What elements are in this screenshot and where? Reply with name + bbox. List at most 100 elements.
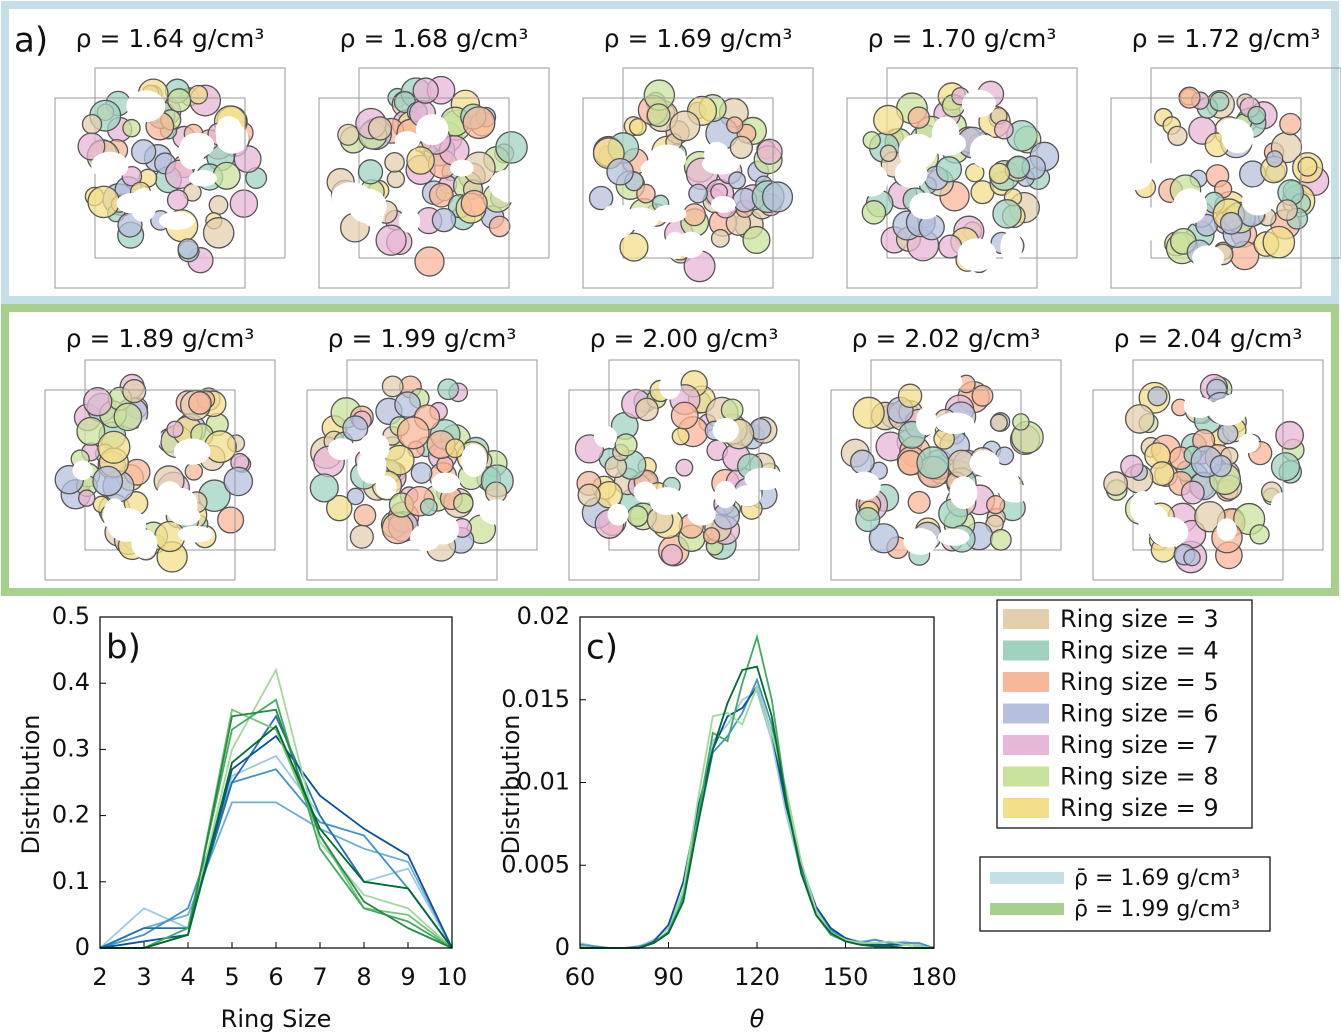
structure-label: ρ = 1.99 g/cm³ (328, 324, 517, 353)
ring-patch (728, 171, 747, 190)
ring-patch (992, 199, 1022, 229)
ring-patch (988, 162, 1011, 185)
ring-patch (97, 430, 131, 464)
pore (328, 438, 355, 460)
pore (949, 476, 978, 510)
data-line (99, 734, 453, 949)
structure-label: ρ = 2.04 g/cm³ (1114, 324, 1303, 353)
ring-patch (1219, 211, 1243, 235)
ring-patch (1103, 471, 1128, 496)
pore (687, 503, 716, 526)
ring-patch (669, 110, 701, 142)
ring-patch (208, 195, 229, 215)
cube-edge (830, 389, 1022, 581)
ring-patch (1262, 225, 1296, 259)
x-tick-label: 120 (734, 963, 780, 991)
ring-patch (202, 217, 235, 249)
ring-patch (660, 543, 684, 566)
ring-patch (1183, 548, 1201, 567)
ring-patch (989, 413, 1008, 432)
ring-patch (726, 116, 744, 134)
x-axis-label: θ (750, 1005, 765, 1033)
pore (649, 487, 685, 516)
structure-label: ρ = 2.02 g/cm³ (852, 324, 1041, 353)
ring-patch (394, 391, 421, 418)
ring-patch (626, 505, 649, 528)
x-tick-label: 5 (224, 963, 239, 991)
ring-patch (166, 420, 184, 438)
x-tick-label: 10 (437, 963, 468, 991)
ring-patch (375, 224, 407, 256)
ring-patch (675, 458, 694, 477)
ring-patch (1124, 404, 1155, 434)
pore (969, 450, 1000, 477)
legend-swatch (1003, 640, 1049, 661)
row-frame (1, 304, 1339, 596)
pore (116, 192, 149, 214)
pore (1184, 397, 1215, 418)
x-tick-label: 4 (180, 963, 195, 991)
ring-patch (588, 185, 614, 211)
pore (173, 438, 211, 465)
legend-swatch (1003, 735, 1049, 755)
cube-edge (1110, 97, 1302, 289)
pore (711, 195, 736, 213)
structure-render (306, 359, 538, 581)
ring-patch (462, 106, 496, 140)
pore (848, 471, 881, 501)
ring-patch (989, 528, 1012, 551)
ring-patch (203, 430, 237, 464)
ring-patch (229, 189, 259, 218)
data-line (579, 677, 935, 949)
ring-patch (636, 183, 656, 204)
pore (1241, 186, 1275, 216)
cube-edge (318, 97, 510, 289)
pore (1172, 188, 1208, 225)
y-tick-label: 0.2 (52, 801, 90, 829)
panel-label: b) (106, 628, 141, 668)
legend-label: Ring size = 6 (1060, 700, 1219, 728)
ring-patch (495, 131, 528, 164)
ring-patch (897, 383, 923, 409)
ring-patch (357, 159, 384, 185)
ring-patch (852, 396, 885, 429)
ring-patch (384, 152, 405, 173)
legend-label: ρ̄ = 1.99 g/cm³ (1074, 897, 1240, 922)
ring-patch (702, 527, 721, 545)
ring-patch (935, 156, 963, 183)
pore (703, 141, 730, 168)
legend-label: Ring size = 4 (1060, 637, 1219, 665)
ring-patch (353, 503, 377, 527)
pore (931, 116, 960, 149)
ring-patch (1180, 480, 1205, 505)
ring-patch (761, 181, 794, 213)
ring-patch (907, 106, 930, 129)
ring-patch (217, 506, 245, 534)
data-line (579, 683, 935, 949)
ring-patch (720, 398, 744, 422)
ring-patch (428, 182, 454, 208)
y-tick-label: 0.4 (52, 668, 90, 696)
structure-render (1092, 359, 1324, 581)
legend-label: Ring size = 3 (1060, 605, 1219, 633)
y-tick-label: 0.1 (52, 867, 90, 895)
ring-patch (606, 157, 634, 186)
pore (91, 151, 129, 179)
ring-patch (431, 207, 457, 233)
pore (607, 503, 629, 526)
structure-label: ρ = 2.00 g/cm³ (590, 324, 779, 353)
ring-patch (130, 139, 157, 165)
ring-patch (1167, 125, 1188, 147)
plot-frame (99, 616, 453, 949)
ring-patch (1120, 454, 1144, 479)
pore (170, 506, 201, 526)
pore (957, 238, 997, 272)
data-line (99, 754, 453, 949)
x-tick-label: 9 (400, 963, 415, 991)
ring-patch (83, 387, 113, 417)
structure-label: ρ = 1.89 g/cm³ (66, 324, 255, 353)
ring-patch (993, 119, 1014, 140)
y-tick-label: 0.005 (501, 850, 570, 878)
legend-swatch (1003, 798, 1049, 818)
cube-edge (846, 97, 1038, 289)
